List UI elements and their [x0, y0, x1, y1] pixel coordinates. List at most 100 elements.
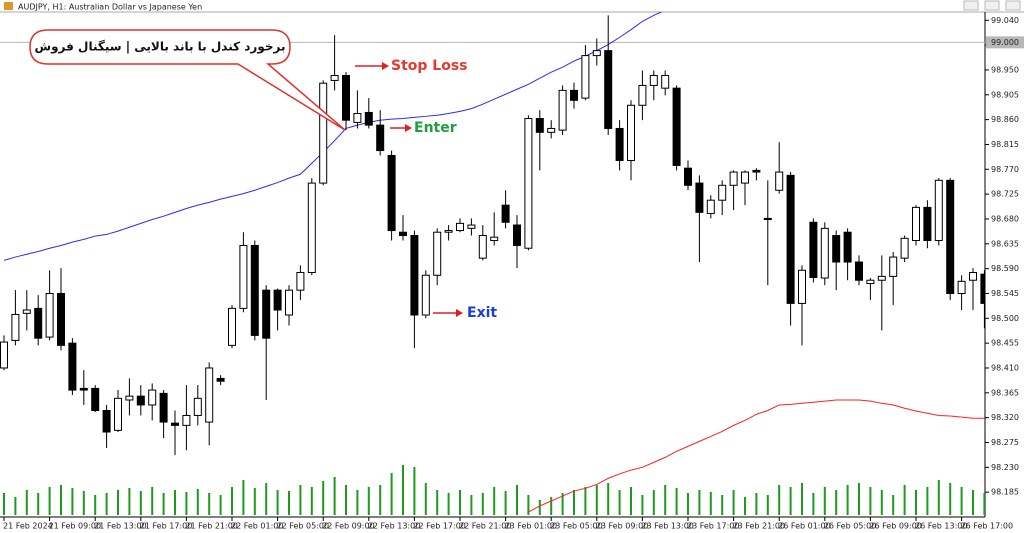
- volume-bar: [219, 495, 222, 515]
- candle-body: [513, 224, 521, 246]
- candle-body: [615, 127, 624, 161]
- x-tick-label: 22 Feb 05:00: [277, 522, 329, 531]
- volume-bar: [379, 485, 382, 515]
- volume-bar: [869, 487, 872, 515]
- candle-body: [535, 118, 544, 133]
- candle-body: [171, 422, 179, 426]
- minimize-button[interactable]: [963, 0, 979, 11]
- x-tick-label: 22 Feb 21:00: [459, 522, 511, 531]
- volume-bar: [732, 490, 735, 515]
- annotation-enter: Enter: [414, 120, 457, 136]
- x-tick-label: 23 Feb 05:00: [550, 522, 602, 531]
- y-tick-label: 98.950: [991, 65, 1019, 74]
- x-tick-label: 21 Feb 13:00: [94, 522, 146, 531]
- volume-bar: [504, 491, 507, 515]
- candle-body: [729, 171, 738, 186]
- y-tick-label: 98.545: [991, 289, 1019, 298]
- candle-body: [855, 261, 863, 281]
- candle-body: [706, 199, 715, 214]
- volume-bar: [322, 481, 325, 515]
- candle-body: [786, 174, 795, 304]
- volume-bar: [766, 495, 769, 515]
- x-tick-label: 26 Feb 01:00: [778, 522, 830, 531]
- volume-bar: [960, 487, 963, 515]
- volume-bar: [652, 490, 655, 515]
- candle-body: [478, 235, 487, 259]
- volume-bar: [892, 495, 895, 515]
- y-tick-label: 98.680: [991, 214, 1019, 223]
- candle-body: [307, 182, 316, 274]
- volume-bar: [903, 485, 906, 515]
- volume-bar: [972, 490, 974, 515]
- volume-bar: [185, 492, 188, 515]
- volume-bar: [208, 493, 211, 515]
- volume-bar: [846, 485, 849, 515]
- volume-bar: [789, 487, 792, 515]
- candle-body: [649, 74, 658, 86]
- candle-body: [467, 224, 476, 229]
- volume-bar: [37, 493, 40, 515]
- candle-body: [159, 392, 168, 423]
- candle-body: [877, 275, 886, 281]
- band-line: [528, 399, 985, 513]
- x-tick-label: 21 Feb 17:00: [140, 522, 192, 531]
- volume-bar: [527, 495, 530, 515]
- x-tick-label: 23 Feb 09:00: [596, 522, 648, 531]
- candle-body: [809, 221, 818, 278]
- candle-body: [547, 127, 556, 133]
- volume-bar: [493, 487, 496, 515]
- bubble-text: برخورد کندل با باند بالایی | سیگنال فروش: [35, 40, 286, 55]
- y-tick-label: 98.275: [991, 438, 1019, 447]
- candle-body: [444, 230, 453, 233]
- volume-bar: [687, 493, 689, 515]
- annotation-exit: Exit: [467, 305, 497, 321]
- x-tick-label: 21 Feb 2024: [3, 522, 53, 531]
- x-tick-label: 22 Feb 17:00: [413, 522, 465, 531]
- candle-body: [661, 74, 670, 89]
- candle-body: [57, 292, 65, 346]
- candle-body: [820, 227, 829, 279]
- y-tick-label: 98.860: [991, 115, 1019, 124]
- candle-body: [672, 87, 681, 166]
- volume-bar: [550, 497, 553, 515]
- volume-bar: [516, 485, 518, 515]
- candle-body: [45, 292, 54, 338]
- price-label: 99.000: [991, 38, 1019, 47]
- volume-bar: [447, 493, 450, 515]
- volume-bar: [48, 487, 51, 515]
- volume-bar: [151, 487, 154, 515]
- volume-bar: [595, 485, 598, 515]
- candle-body: [102, 409, 111, 433]
- volume-bar: [25, 490, 28, 515]
- close-button[interactable]: [1005, 0, 1021, 11]
- y-tick-label: 98.815: [991, 140, 1019, 149]
- candle-body: [433, 231, 442, 276]
- volume-bar: [356, 490, 359, 515]
- volume-bar: [858, 483, 860, 515]
- x-tick-label: 23 Feb 17:00: [687, 522, 739, 531]
- window-buttons[interactable]: [963, 0, 1021, 11]
- candle-body: [285, 289, 293, 316]
- candle-body: [581, 55, 590, 99]
- volume-bar: [402, 465, 404, 515]
- volume-bar: [949, 483, 952, 515]
- volume-bar: [835, 490, 838, 515]
- volume-bar: [801, 483, 803, 515]
- candle-body: [0, 341, 8, 369]
- volume-bar: [253, 488, 256, 515]
- candle-body: [22, 309, 31, 314]
- volume-bar: [561, 493, 564, 515]
- candle-body: [843, 231, 852, 263]
- volume-bar: [345, 485, 347, 515]
- y-tick-label: 98.725: [991, 190, 1019, 199]
- candle-body: [68, 342, 77, 391]
- volume-bar: [436, 490, 439, 515]
- candle-body: [262, 289, 271, 339]
- maximize-button[interactable]: [984, 0, 1000, 11]
- volume-bar: [459, 490, 461, 515]
- volume-bar: [3, 493, 5, 515]
- candle-body: [627, 104, 635, 161]
- volume-bar: [538, 500, 541, 515]
